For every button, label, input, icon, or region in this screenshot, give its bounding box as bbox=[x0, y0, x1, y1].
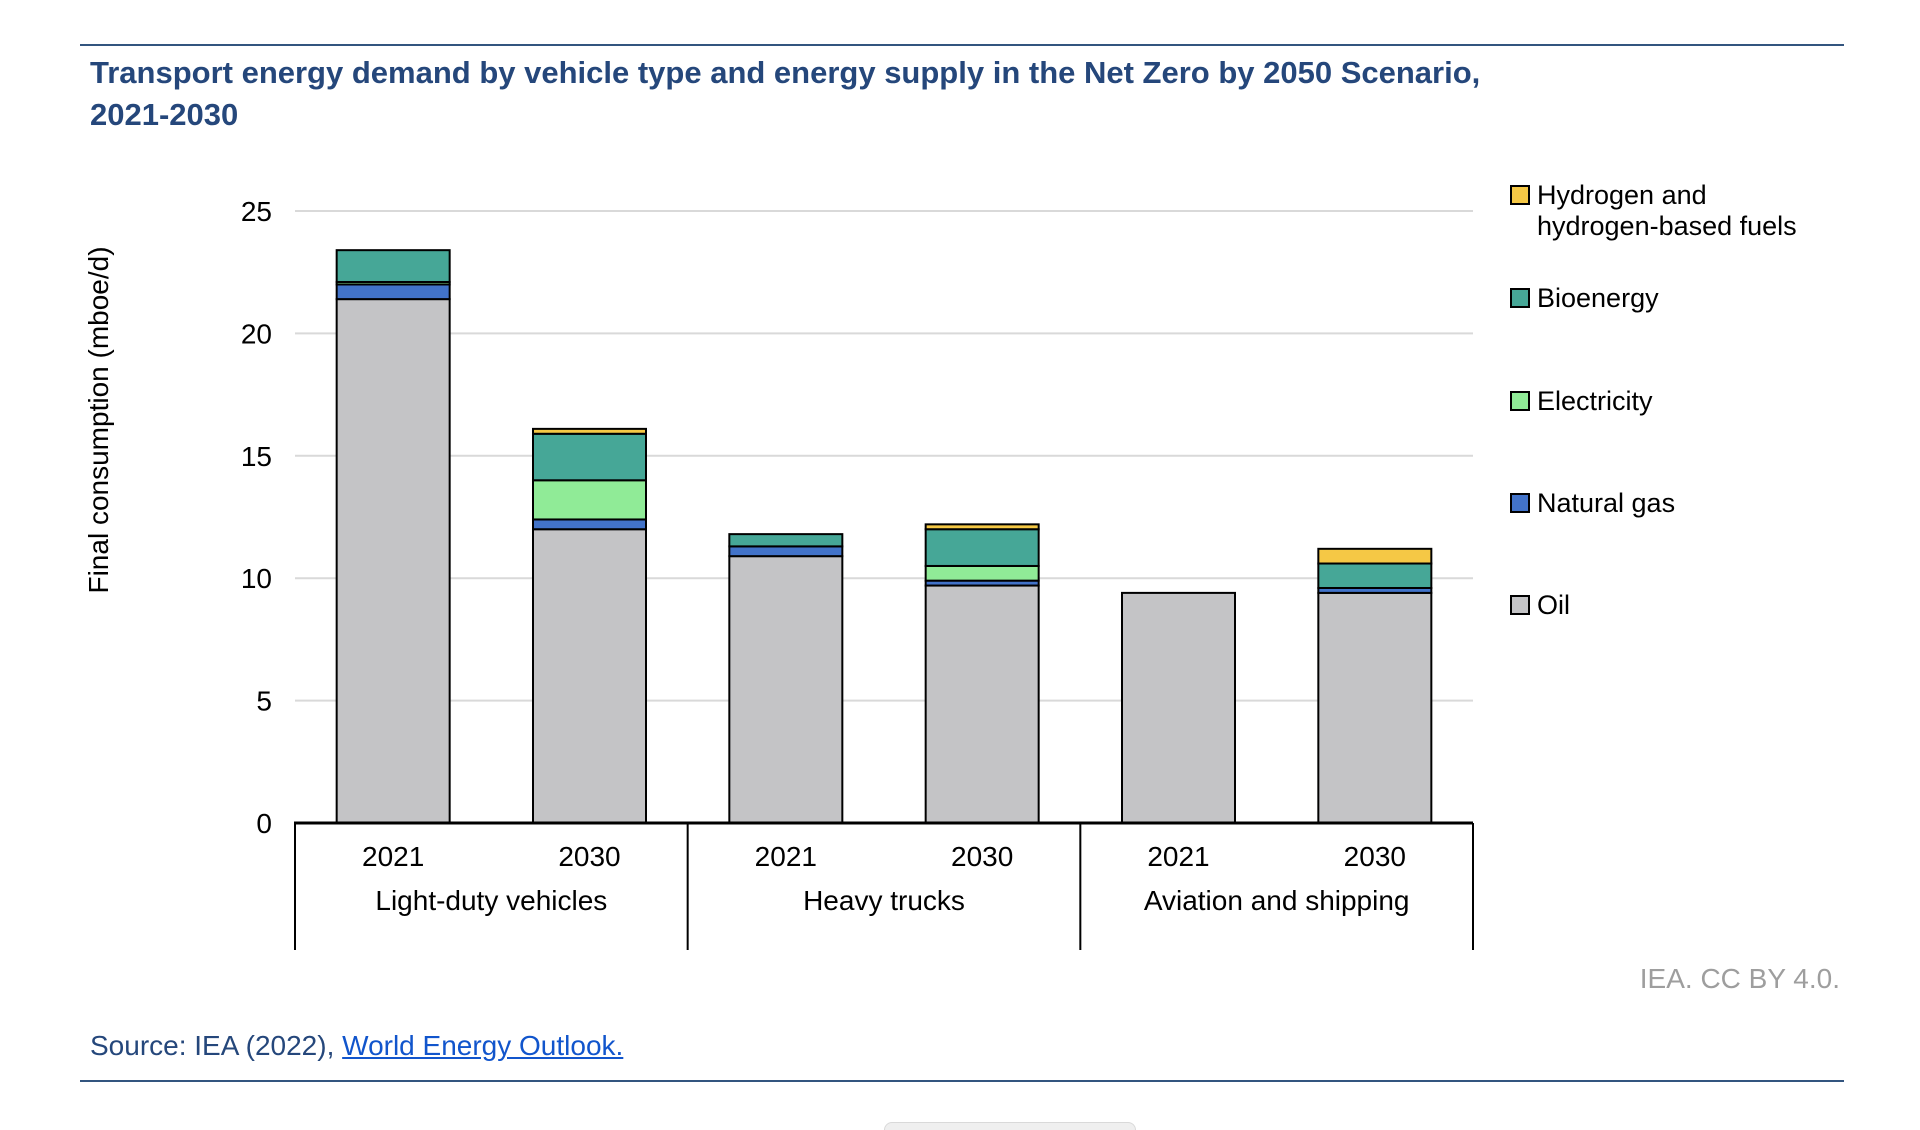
group-label: Aviation and shipping bbox=[1144, 885, 1410, 916]
y-tick-label: 5 bbox=[256, 686, 272, 717]
year-label: 2030 bbox=[1344, 841, 1406, 872]
bar-segment-oil bbox=[335, 298, 451, 824]
bar-segment-oil bbox=[1317, 591, 1433, 824]
bar-segment-bioenergy bbox=[728, 533, 844, 548]
electricity-swatch-icon bbox=[1510, 391, 1530, 411]
bar-segment-hydrogen bbox=[1317, 547, 1433, 565]
source-link[interactable]: World Energy Outlook. bbox=[342, 1030, 624, 1061]
license-attribution: IEA. CC BY 4.0. bbox=[1639, 963, 1840, 994]
bar-segment-oil bbox=[532, 528, 647, 824]
year-label: 2030 bbox=[558, 841, 620, 872]
source-line: Source: IEA (2022), World Energy Outlook… bbox=[90, 1030, 623, 1062]
y-tick-label: 15 bbox=[241, 441, 272, 472]
bar-segment-bioenergy bbox=[1317, 562, 1433, 589]
bar-segment-oil bbox=[924, 584, 1040, 824]
bar-segment-natural_gas bbox=[728, 545, 844, 558]
source-text: Source: IEA (2022), bbox=[90, 1030, 343, 1061]
group-label: Light-duty vehicles bbox=[375, 885, 607, 916]
year-label: 2030 bbox=[951, 841, 1013, 872]
year-label: 2021 bbox=[362, 841, 424, 872]
group-label: Heavy trucks bbox=[803, 885, 965, 916]
y-tick-label: 0 bbox=[256, 808, 272, 839]
chart-title: Transport energy demand by vehicle type … bbox=[90, 55, 1481, 132]
oil-swatch-icon bbox=[1510, 595, 1530, 615]
bar-segment-natural_gas bbox=[532, 518, 647, 531]
hydrogen-swatch-icon bbox=[1510, 185, 1530, 205]
year-label: 2021 bbox=[755, 841, 817, 872]
bioenergy-swatch-icon bbox=[1510, 288, 1530, 308]
legend-item-natural-gas: Natural gas bbox=[1510, 488, 1675, 519]
bar-segment-hydrogen bbox=[532, 427, 647, 435]
bar-segment-oil bbox=[728, 555, 844, 825]
bottom-divider-rule bbox=[80, 1080, 1844, 1082]
top-divider-rule bbox=[80, 44, 1844, 46]
legend-label: Bioenergy bbox=[1537, 283, 1659, 313]
legend-item-hydrogen: Hydrogen and hydrogen-based fuels bbox=[1510, 180, 1817, 242]
legend-item-bioenergy: Bioenergy bbox=[1510, 283, 1659, 314]
year-label: 2021 bbox=[1147, 841, 1209, 872]
y-tick-label: 10 bbox=[241, 563, 272, 594]
bar-segment-bioenergy bbox=[924, 528, 1040, 567]
bar-segment-electricity bbox=[532, 479, 647, 521]
bar-segment-electricity bbox=[924, 564, 1040, 582]
legend-label: Electricity bbox=[1537, 386, 1653, 416]
bar-segment-hydrogen bbox=[924, 523, 1040, 531]
bar-segment-bioenergy bbox=[335, 249, 451, 283]
bar-segment-bioenergy bbox=[532, 432, 647, 482]
bar-segment-oil bbox=[1121, 591, 1236, 824]
partially-visible-bottom-panel bbox=[884, 1122, 1136, 1130]
legend-label: Oil bbox=[1537, 590, 1570, 620]
y-tick-label: 20 bbox=[241, 318, 272, 349]
bar-segment-natural_gas bbox=[335, 283, 451, 301]
y-tick-label: 25 bbox=[241, 196, 272, 227]
legend-item-electricity: Electricity bbox=[1510, 386, 1653, 417]
legend-item-oil: Oil bbox=[1510, 590, 1570, 621]
legend-label: Natural gas bbox=[1537, 488, 1676, 518]
y-axis-title: Final consumption (mboe/d) bbox=[83, 246, 114, 593]
natural-gas-swatch-icon bbox=[1510, 493, 1530, 513]
legend-label: Hydrogen and hydrogen-based fuels bbox=[1537, 180, 1797, 241]
